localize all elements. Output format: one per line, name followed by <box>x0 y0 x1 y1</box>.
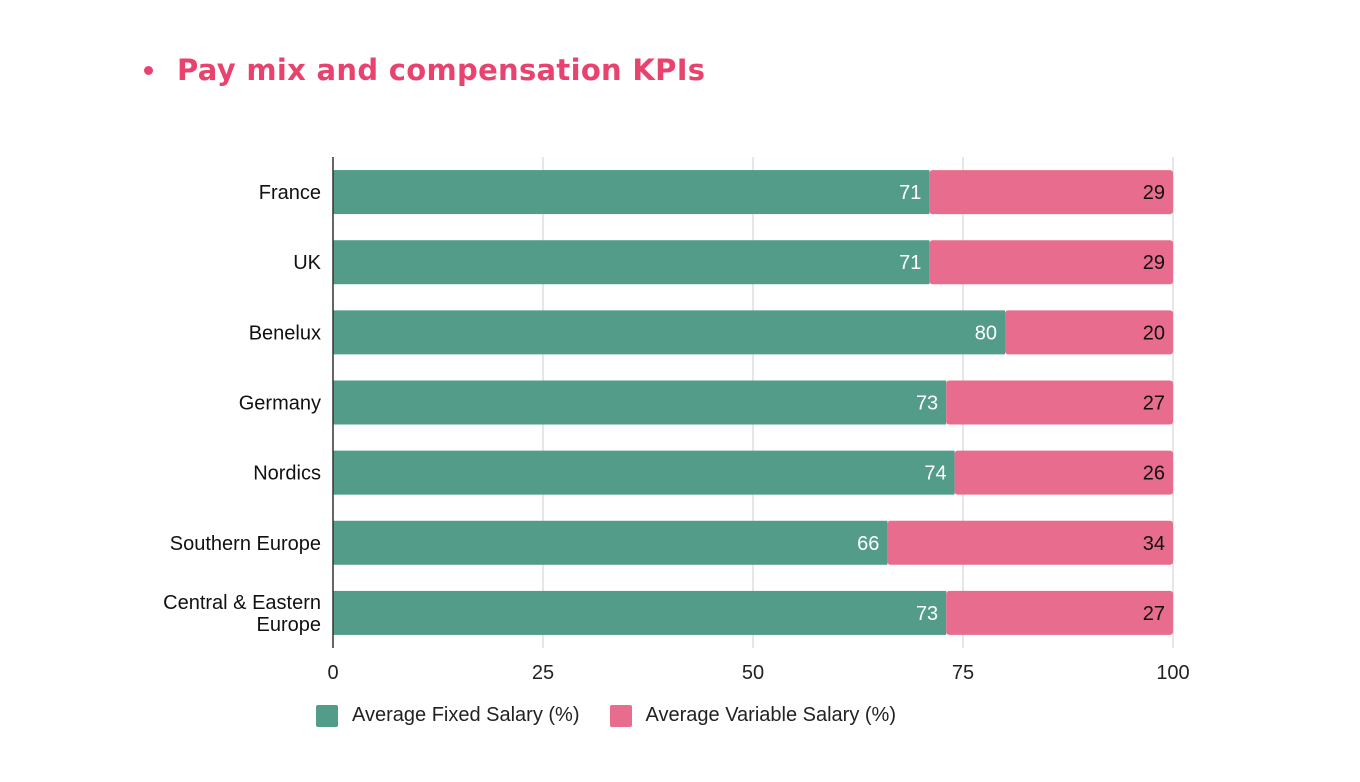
bar-variable <box>929 170 1173 215</box>
legend-item-variable: Average Variable Salary (%) <box>609 704 897 727</box>
page-title: Pay mix and compensation KPIs <box>177 53 706 87</box>
data-label-fixed: 66 <box>857 533 879 555</box>
bar-fixed <box>333 380 947 425</box>
legend-swatch-fixed <box>316 704 338 727</box>
legend-swatch-variable <box>609 704 632 727</box>
category-label: Nordics <box>253 463 321 485</box>
bar-fixed <box>333 310 1005 355</box>
page-heading: Pay mix and compensation KPIs <box>144 46 705 94</box>
data-label-fixed: 73 <box>916 393 938 415</box>
bar-fixed <box>333 240 930 285</box>
bar-variable <box>946 590 1173 635</box>
x-tick-label: 0 <box>327 662 338 684</box>
data-label-variable: 29 <box>1143 182 1165 204</box>
category-label: UK <box>293 252 321 274</box>
x-tick-label: 25 <box>532 662 554 684</box>
legend-label-variable: Average Variable Salary (%) <box>645 704 897 726</box>
category-label: Germany <box>239 393 321 415</box>
bar-variable <box>954 450 1173 495</box>
bullet-icon <box>144 65 153 75</box>
data-label-variable: 20 <box>1143 322 1165 344</box>
legend-label-fixed: Average Fixed Salary (%) <box>352 704 580 726</box>
x-tick-label: 75 <box>952 662 974 684</box>
data-label-variable: 27 <box>1143 603 1165 625</box>
x-tick-label: 100 <box>1156 662 1189 684</box>
category-label: France <box>259 182 321 204</box>
category-label: Southern Europe <box>170 533 321 555</box>
bar-fixed <box>333 450 955 495</box>
bar-variable <box>1005 310 1173 355</box>
bar-variable <box>887 520 1173 565</box>
data-label-variable: 27 <box>1143 393 1165 415</box>
data-label-fixed: 80 <box>975 322 997 344</box>
data-label-variable: 34 <box>1143 533 1165 555</box>
x-tick-label: 50 <box>742 662 764 684</box>
legend-item-fixed: Average Fixed Salary (%) <box>316 704 580 727</box>
category-label: Central & Eastern Europe <box>163 592 321 636</box>
bar-fixed <box>333 520 888 565</box>
bar-variable <box>929 240 1173 285</box>
bar-fixed <box>333 170 930 215</box>
data-label-fixed: 71 <box>899 252 921 274</box>
bar-variable <box>946 380 1173 425</box>
chart-legend: Average Fixed Salary (%) Average Variabl… <box>316 704 926 727</box>
data-label-variable: 29 <box>1143 252 1165 274</box>
data-label-variable: 26 <box>1143 463 1165 485</box>
bar-fixed <box>333 590 947 635</box>
data-label-fixed: 71 <box>899 182 921 204</box>
data-label-fixed: 73 <box>916 603 938 625</box>
category-label: Benelux <box>249 322 321 344</box>
data-label-fixed: 74 <box>924 463 946 485</box>
